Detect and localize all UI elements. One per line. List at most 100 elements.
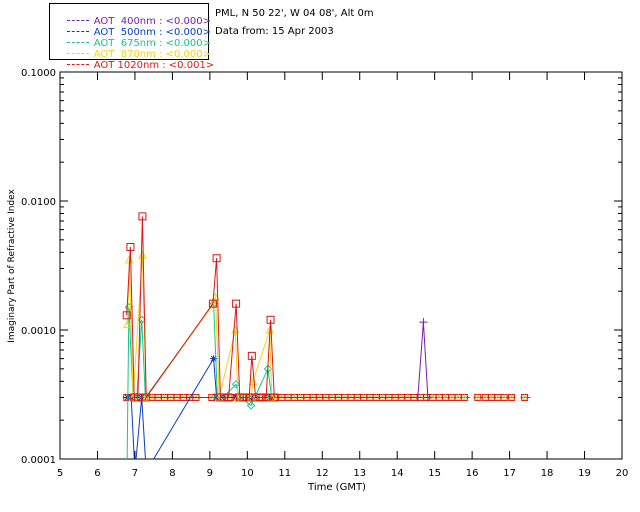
y-tick-label: 0.0010 (21, 326, 56, 337)
series-marker (208, 299, 217, 308)
x-tick-label: 8 (169, 468, 175, 479)
baseline-triangle-marker (454, 394, 462, 400)
legend-swatch (66, 19, 89, 21)
x-tick-label: 14 (391, 468, 404, 479)
x-tick-label: 9 (207, 468, 213, 479)
series-marker (138, 212, 147, 221)
baseline-dot-marker (523, 396, 526, 399)
legend-label: AOT 870nm : <0.000> (93, 49, 211, 60)
baseline-triangle-marker (436, 394, 443, 400)
baseline-dot-marker (496, 396, 499, 399)
baseline-triangle-marker (461, 394, 468, 400)
series-marker (138, 250, 147, 259)
y-tick-label: 0.0100 (21, 197, 56, 208)
baseline-dot-marker (463, 396, 466, 399)
y-tick-label: 0.1000 (21, 68, 56, 79)
series-marker (123, 320, 132, 329)
legend-item-400nm: AOT 400nm : <0.000> (54, 5, 211, 27)
baseline-triangle-marker (442, 394, 449, 400)
series-marker (210, 355, 218, 363)
series-marker (141, 392, 151, 401)
x-tick-label: 16 (466, 468, 479, 479)
x-tick-label: 17 (503, 468, 516, 479)
baseline-triangle-marker (521, 394, 528, 400)
date-info: Data from: 15 Apr 2003 (215, 26, 334, 37)
baseline-dot-marker (476, 396, 479, 399)
series-marker (239, 393, 248, 402)
baseline-dot-marker (510, 396, 513, 399)
legend-item-1020nm: AOT 1020nm : <0.001> (54, 49, 214, 71)
baseline-triangle-marker (488, 394, 495, 400)
series-marker (248, 376, 258, 385)
baseline-triangle-marker (482, 394, 489, 400)
x-tick-label: 7 (132, 468, 138, 479)
series-marker (246, 401, 256, 410)
baseline-dot-marker (490, 396, 493, 399)
series-3 (123, 250, 277, 401)
series-marker (142, 393, 151, 402)
baseline-dot-marker (457, 396, 460, 399)
series-marker (251, 393, 260, 402)
series-marker (231, 380, 241, 389)
series-marker (232, 299, 241, 308)
baseline-dot-marker (438, 396, 441, 399)
legend-item-675nm: AOT 675nm : <0.000> (54, 27, 211, 49)
baseline-dot-marker (503, 396, 506, 399)
legend-item-500nm: AOT 500nm : <0.000> (54, 16, 211, 38)
baseline-dot-marker (484, 396, 487, 399)
x-tick-label: 6 (94, 468, 100, 479)
series-marker (423, 393, 432, 402)
x-tick-label: 13 (353, 468, 366, 479)
x-tick-label: 19 (578, 468, 591, 479)
y-axis-label: Imaginary Part of Refractive Index (7, 188, 17, 342)
legend-swatch (66, 41, 89, 43)
legend-swatch (66, 30, 89, 32)
series-marker (124, 303, 134, 312)
series-0 (124, 318, 432, 402)
series-marker (220, 393, 229, 402)
baseline-triangle-marker (474, 394, 481, 400)
plot-frame (59, 71, 623, 460)
series-marker (413, 393, 422, 402)
series-marker (262, 393, 271, 402)
series-line (126, 216, 275, 400)
series-marker (212, 254, 221, 263)
series-4 (122, 212, 279, 402)
plot-axes: 5 6 7 8 9 10 11 12 13 14 15 16 17 18 19 20 0.0001 0.0010 0… (21, 68, 628, 479)
baseline-triangle-marker (500, 394, 508, 400)
series-marker (133, 393, 142, 402)
series-marker (126, 242, 135, 251)
x-tick-label: 10 (241, 468, 254, 479)
baseline-dot-marker (450, 396, 453, 399)
x-tick-label: 12 (316, 468, 329, 479)
series-marker (270, 393, 279, 402)
legend-label: AOT 500nm : <0.000> (93, 27, 211, 38)
series-marker (245, 393, 254, 402)
baseline-triangle-marker (448, 394, 456, 400)
series-marker (224, 393, 233, 402)
legend-label: AOT 675nm : <0.000> (93, 38, 211, 49)
series-marker (122, 311, 131, 320)
x-tick-label: 18 (541, 468, 554, 479)
baseline-dot-marker (444, 396, 447, 399)
baseline-dot-marker (432, 396, 434, 399)
x-tick-label: 20 (616, 468, 629, 479)
x-tick-label: 15 (428, 468, 441, 479)
x-tick-label: 11 (278, 468, 291, 479)
series-layer (122, 212, 432, 459)
legend: AOT 400nm : <0.000> AOT 500nm : <0.000> … (49, 3, 214, 71)
legend-swatch (66, 52, 89, 54)
series-marker (256, 393, 265, 402)
site-info: PML, N 50 22', W 04 08', Alt 0m (215, 8, 374, 19)
baseline-triangle-marker (508, 394, 515, 400)
legend-item-870nm: AOT 870nm : <0.000> (54, 38, 211, 60)
y-tick-label: 0.0001 (21, 455, 56, 466)
series-marker (419, 318, 428, 327)
baseline-triangle-marker (494, 394, 502, 400)
series-marker (247, 351, 256, 360)
x-tick-label: 5 (57, 468, 63, 479)
legend-label: AOT 1020nm : <0.001> (93, 60, 215, 71)
series-line (127, 356, 270, 459)
legend-swatch (66, 63, 89, 65)
